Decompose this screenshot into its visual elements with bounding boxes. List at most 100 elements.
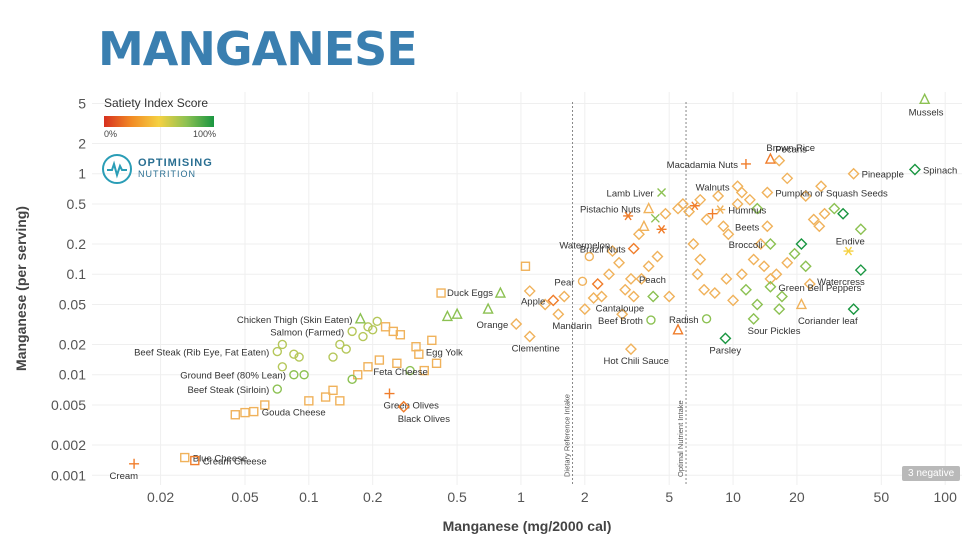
point-label: Mussels <box>909 107 944 118</box>
x-tick-label: 0.2 <box>363 489 383 505</box>
point-label: Broccoli <box>729 240 763 251</box>
reference-line-label: Dietary Reference Intake <box>563 394 572 477</box>
data-point <box>813 220 826 233</box>
data-point <box>414 349 424 359</box>
satiety-legend: Satiety Index Score 0% 100% <box>104 96 244 139</box>
labeled-data-point <box>627 242 640 255</box>
labeled-data-point <box>764 280 777 293</box>
labeled-data-point <box>761 220 774 233</box>
labeled-data-point <box>129 458 140 469</box>
point-label: Mandarin <box>552 321 592 332</box>
data-point <box>494 286 507 298</box>
data-point <box>775 290 788 303</box>
point-label: Pineapple <box>862 170 904 181</box>
data-point <box>689 201 700 211</box>
x-tick-label: 100 <box>934 489 958 505</box>
legend-ticks: 0% 100% <box>104 129 216 139</box>
labeled-data-point <box>773 154 786 167</box>
data-point <box>720 272 733 285</box>
point-label: Ground Beef (80% Lean) <box>180 371 286 382</box>
point-label: Beef Broth <box>598 316 643 327</box>
data-point <box>656 224 667 234</box>
data-point <box>613 256 626 269</box>
point-label: Beets <box>735 222 760 233</box>
labeled-data-point <box>719 332 732 345</box>
data-point <box>735 268 748 281</box>
data-point <box>803 277 816 290</box>
labeled-data-point <box>624 343 637 356</box>
point-label: Cream <box>110 471 139 482</box>
y-tick-label: 2 <box>78 135 86 151</box>
point-label: Orange <box>477 320 509 331</box>
optimising-nutrition-logo: OPTIMISING NUTRITION <box>102 154 213 184</box>
data-point <box>627 290 640 303</box>
point-label: Endive <box>836 236 865 247</box>
labeled-data-point <box>847 303 860 316</box>
legend-min-label: 0% <box>104 129 118 139</box>
point-label: Blue Cheese <box>193 454 247 465</box>
data-point <box>676 197 689 210</box>
labeled-data-point <box>289 370 299 380</box>
data-point <box>380 322 391 332</box>
labeled-data-point <box>854 223 867 236</box>
data-point <box>672 202 685 215</box>
labeled-data-point <box>374 355 385 365</box>
page-title: MANGANESE <box>98 22 418 76</box>
data-point <box>451 307 463 319</box>
labeled-data-point <box>764 152 777 164</box>
data-point <box>698 283 711 296</box>
labeled-data-point <box>595 290 608 303</box>
y-tick-label: 0.001 <box>51 467 86 483</box>
data-point <box>558 290 571 303</box>
y-tick-label: 1 <box>78 166 86 182</box>
labeled-data-point <box>523 330 536 343</box>
data-point <box>606 245 619 258</box>
point-label: Brown Rice <box>766 143 815 154</box>
data-point <box>795 297 808 310</box>
data-point <box>591 277 604 290</box>
y-tick-label: 0.05 <box>59 296 86 312</box>
point-label: Pecans <box>775 145 807 156</box>
labeled-data-point <box>552 308 565 321</box>
data-point <box>663 290 676 303</box>
point-label: Chicken Thigh (Skin Eaten) <box>237 315 352 326</box>
data-point <box>240 407 250 418</box>
x-tick-label: 1 <box>517 489 525 505</box>
x-tick-label: 5 <box>665 489 673 505</box>
x-tick-label: 2 <box>581 489 589 505</box>
labeled-data-point <box>249 406 259 417</box>
data-point <box>363 362 373 372</box>
point-label: Green Olives <box>383 401 439 412</box>
point-label: Cream Cheese <box>203 457 267 468</box>
data-point <box>751 298 764 311</box>
point-label: Macadamia Nuts <box>667 160 739 171</box>
data-point <box>277 339 288 350</box>
data-point <box>727 294 740 307</box>
data-point <box>717 220 730 233</box>
point-label: Hot Chili Sauce <box>603 356 668 367</box>
data-point <box>712 190 725 203</box>
labeled-data-point <box>427 335 437 346</box>
labeled-data-point <box>646 315 656 325</box>
data-point <box>635 272 648 285</box>
x-axis-label: Manganese (mg/2000 cal) <box>443 518 612 534</box>
point-label: Feta Cheese <box>373 367 427 378</box>
point-label: Pistachio Nuts <box>580 205 641 216</box>
data-point <box>807 213 820 226</box>
point-label: Parsley <box>709 345 741 356</box>
labeled-data-point <box>919 92 931 104</box>
y-tick-label: 0.01 <box>59 367 86 383</box>
data-point <box>694 193 707 206</box>
labeled-data-point <box>624 272 637 285</box>
labeled-data-point <box>354 312 367 324</box>
labeled-data-point <box>436 288 446 298</box>
labeled-data-point <box>701 314 712 324</box>
data-point <box>395 330 406 340</box>
point-label: Watermelon <box>559 241 610 252</box>
point-label: Radish <box>669 315 699 326</box>
data-point <box>277 362 288 372</box>
data-point <box>799 260 812 273</box>
legend-title: Satiety Index Score <box>104 96 209 110</box>
data-point <box>651 250 664 263</box>
